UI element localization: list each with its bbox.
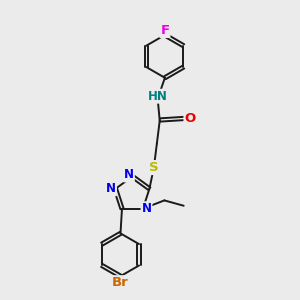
- Text: F: F: [160, 24, 170, 37]
- Text: O: O: [184, 112, 196, 125]
- Text: S: S: [149, 161, 159, 174]
- Text: HN: HN: [148, 90, 167, 103]
- Text: N: N: [124, 169, 134, 182]
- Text: Br: Br: [112, 276, 129, 289]
- Text: N: N: [106, 182, 116, 195]
- Text: N: N: [142, 202, 152, 215]
